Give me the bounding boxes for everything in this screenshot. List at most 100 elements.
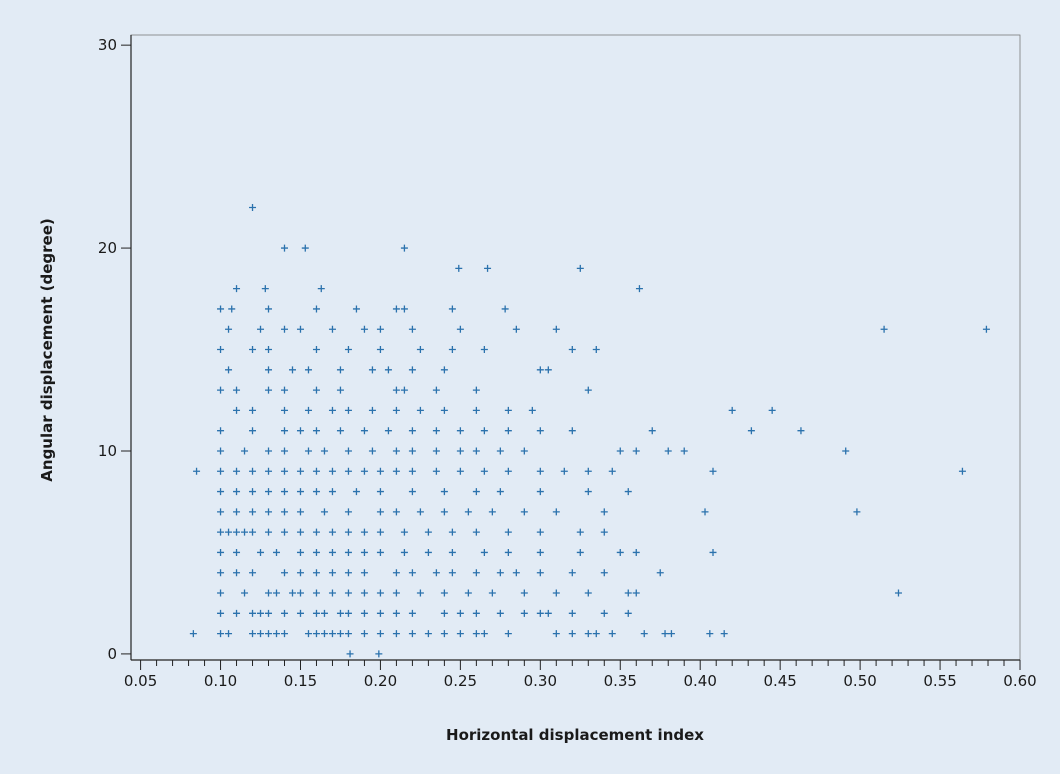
point	[344, 589, 352, 597]
point	[249, 609, 257, 617]
point	[296, 528, 304, 536]
point	[958, 467, 966, 475]
point	[233, 609, 241, 617]
x-tick-label: 0.55	[923, 672, 956, 690]
point	[706, 630, 714, 638]
point	[640, 630, 648, 638]
point	[584, 386, 592, 394]
point	[480, 467, 488, 475]
point	[217, 467, 225, 475]
x-tick-label: 0.50	[843, 672, 876, 690]
point	[392, 569, 400, 577]
point	[320, 609, 328, 617]
point	[249, 203, 257, 211]
point	[982, 325, 990, 333]
point	[880, 325, 888, 333]
point	[368, 366, 376, 374]
x-tick-label: 0.60	[1003, 672, 1036, 690]
point	[544, 366, 552, 374]
x-tick-label: 0.25	[444, 672, 477, 690]
point	[360, 548, 368, 556]
point	[280, 528, 288, 536]
point	[352, 305, 360, 313]
point	[616, 447, 624, 455]
x-tick-label: 0.15	[284, 672, 317, 690]
point	[328, 589, 336, 597]
point	[376, 488, 384, 496]
point	[376, 548, 384, 556]
point	[432, 386, 440, 394]
point	[536, 467, 544, 475]
point	[344, 548, 352, 556]
point	[312, 569, 320, 577]
point	[768, 406, 776, 414]
point	[448, 305, 456, 313]
point	[709, 548, 717, 556]
point	[265, 488, 273, 496]
point	[472, 609, 480, 617]
point	[228, 305, 236, 313]
point	[432, 447, 440, 455]
point	[280, 467, 288, 475]
point	[265, 366, 273, 374]
point	[432, 467, 440, 475]
point	[249, 508, 257, 516]
point	[320, 447, 328, 455]
point	[576, 528, 584, 536]
point	[257, 630, 265, 638]
point	[408, 447, 416, 455]
point	[288, 589, 296, 597]
point	[344, 569, 352, 577]
point	[512, 569, 520, 577]
point	[392, 508, 400, 516]
point	[616, 548, 624, 556]
point	[288, 366, 296, 374]
point	[661, 630, 669, 638]
point	[496, 447, 504, 455]
point	[480, 346, 488, 354]
point	[408, 488, 416, 496]
point	[312, 427, 320, 435]
point	[432, 427, 440, 435]
point	[273, 589, 281, 597]
point	[408, 366, 416, 374]
point	[360, 528, 368, 536]
point	[520, 508, 528, 516]
y-tick-label: 10	[98, 442, 117, 460]
point	[312, 488, 320, 496]
point	[328, 569, 336, 577]
point	[280, 609, 288, 617]
point	[504, 427, 512, 435]
point	[225, 528, 233, 536]
point	[280, 325, 288, 333]
point	[280, 386, 288, 394]
point	[233, 467, 241, 475]
point	[584, 467, 592, 475]
point	[249, 528, 257, 536]
point	[241, 589, 249, 597]
point	[440, 609, 448, 617]
point	[464, 508, 472, 516]
point	[280, 569, 288, 577]
point	[424, 548, 432, 556]
point	[408, 569, 416, 577]
point	[842, 447, 850, 455]
point	[592, 630, 600, 638]
point	[376, 325, 384, 333]
point	[416, 346, 424, 354]
point	[528, 406, 536, 414]
point	[392, 630, 400, 638]
point	[576, 548, 584, 556]
point	[484, 264, 492, 272]
x-tick-label: 0.10	[204, 672, 237, 690]
point	[336, 630, 344, 638]
point	[376, 528, 384, 536]
point	[265, 447, 273, 455]
x-axis-title: Horizontal displacement index	[446, 726, 704, 744]
point	[265, 528, 273, 536]
point	[304, 366, 312, 374]
point	[424, 528, 432, 536]
point	[376, 346, 384, 354]
point	[496, 609, 504, 617]
